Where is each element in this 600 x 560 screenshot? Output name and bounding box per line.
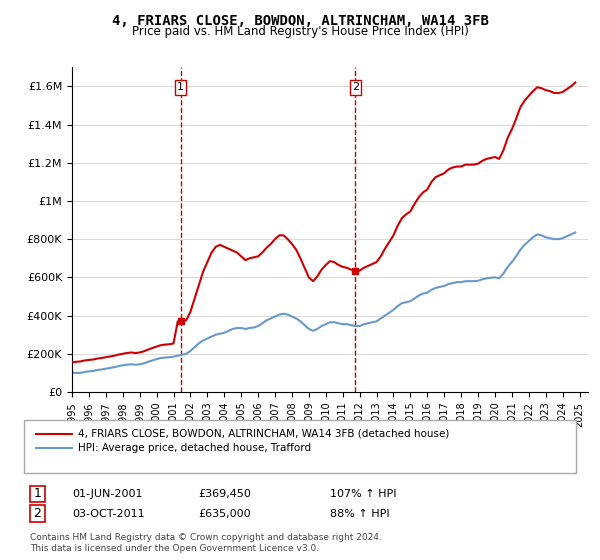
Text: Price paid vs. HM Land Registry's House Price Index (HPI): Price paid vs. HM Land Registry's House … — [131, 25, 469, 38]
Text: 4, FRIARS CLOSE, BOWDON, ALTRINCHAM, WA14 3FB: 4, FRIARS CLOSE, BOWDON, ALTRINCHAM, WA1… — [112, 14, 488, 28]
Text: 1: 1 — [177, 82, 184, 92]
Text: 107% ↑ HPI: 107% ↑ HPI — [330, 489, 397, 499]
Text: 2: 2 — [34, 507, 41, 520]
Text: 88% ↑ HPI: 88% ↑ HPI — [330, 508, 389, 519]
Text: HPI: Average price, detached house, Trafford: HPI: Average price, detached house, Traf… — [78, 443, 311, 453]
Text: 4, FRIARS CLOSE, BOWDON, ALTRINCHAM, WA14 3FB (detached house): 4, FRIARS CLOSE, BOWDON, ALTRINCHAM, WA1… — [78, 429, 449, 439]
Text: Contains HM Land Registry data © Crown copyright and database right 2024.
This d: Contains HM Land Registry data © Crown c… — [30, 533, 382, 553]
Text: 03-OCT-2011: 03-OCT-2011 — [72, 508, 145, 519]
Text: 01-JUN-2001: 01-JUN-2001 — [72, 489, 143, 499]
Text: £369,450: £369,450 — [198, 489, 251, 499]
Text: 1: 1 — [34, 487, 41, 501]
Text: 2: 2 — [352, 82, 359, 92]
Text: £635,000: £635,000 — [198, 508, 251, 519]
